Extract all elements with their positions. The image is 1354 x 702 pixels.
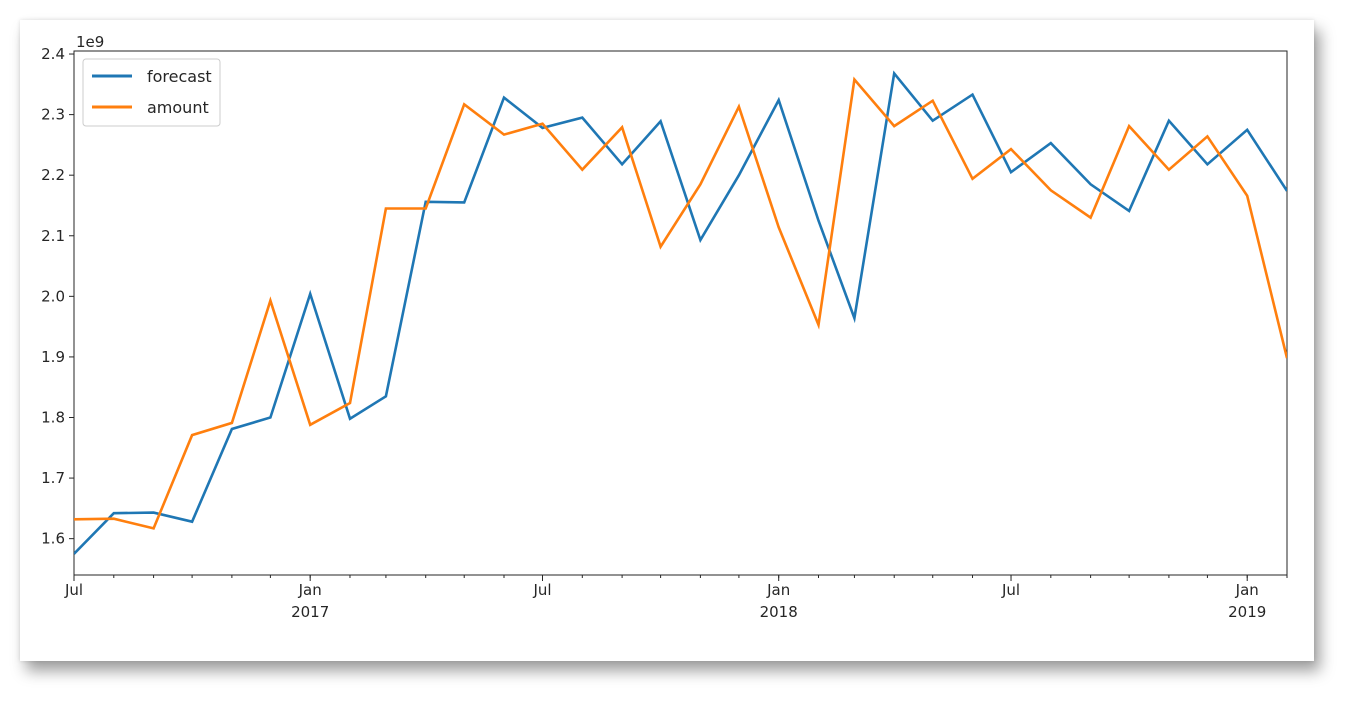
y-tick-label: 1.8 xyxy=(41,408,65,426)
x-tick-year-label: 2018 xyxy=(760,603,798,621)
y-tick-label: 2.2 xyxy=(41,166,65,184)
legend-label-forecast: forecast xyxy=(147,67,212,86)
x-tick-label: Jul xyxy=(532,581,551,599)
y-tick-label: 2.1 xyxy=(41,227,65,245)
x-tick-year-label: 2017 xyxy=(291,603,329,621)
x-tick-label: Jan xyxy=(1235,581,1259,599)
series-layer xyxy=(74,70,1287,555)
legend: forecast amount xyxy=(82,58,221,127)
line-chart: 1e9 1.6 1.7 1.8 1.9 2.0 2.1 2.2 2.3 2.4 Jul Jan 20… xyxy=(41,33,1288,621)
y-axis: 1.6 1.7 1.8 1.9 2.0 2.1 2.2 2.3 2.4 xyxy=(41,45,74,548)
x-tick-label: Jul xyxy=(64,581,83,599)
chart-card: 1e9 1.6 1.7 1.8 1.9 2.0 2.1 2.2 2.3 2.4 Jul Jan 20… xyxy=(20,20,1314,661)
y-tick-label: 1.9 xyxy=(41,348,65,366)
y-tick-label: 1.7 xyxy=(41,469,65,487)
x-tick-year-label: 2019 xyxy=(1228,603,1266,621)
series-line-forecast xyxy=(74,70,1287,555)
series-line-amount xyxy=(74,76,1287,530)
y-offset-label: 1e9 xyxy=(76,33,104,51)
y-tick-label: 2.0 xyxy=(41,287,65,305)
x-tick-label: Jan xyxy=(298,581,322,599)
x-axis: Jul Jan 2017 Jul Jan 2018 Jul Jan 2019 xyxy=(64,575,1288,621)
y-tick-label: 1.6 xyxy=(41,530,65,548)
y-tick-label: 2.4 xyxy=(41,45,65,63)
legend-label-amount: amount xyxy=(147,98,209,117)
plot-frame xyxy=(73,50,1288,576)
x-tick-label: Jul xyxy=(1001,581,1020,599)
x-tick-label: Jan xyxy=(766,581,790,599)
y-tick-label: 2.3 xyxy=(41,106,65,124)
